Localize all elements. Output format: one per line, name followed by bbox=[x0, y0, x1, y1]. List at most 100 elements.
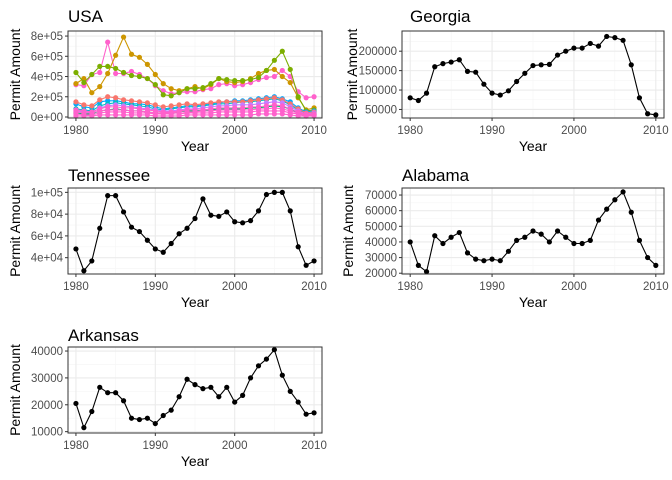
data-point bbox=[176, 102, 182, 108]
data-point bbox=[128, 51, 135, 57]
data-point bbox=[136, 99, 143, 105]
data-point bbox=[247, 112, 254, 118]
y-axis-label: Permit Amount bbox=[7, 344, 23, 436]
data-point bbox=[136, 228, 143, 235]
data-point bbox=[73, 69, 79, 76]
data-point bbox=[456, 229, 462, 236]
data-point bbox=[97, 225, 103, 231]
chart-title: Alabama bbox=[402, 166, 470, 185]
data-point bbox=[81, 425, 87, 431]
x-tick-label: 2010 bbox=[301, 440, 327, 452]
data-point bbox=[287, 112, 293, 118]
data-point bbox=[628, 62, 634, 68]
data-point bbox=[208, 81, 214, 87]
x-tick-label: 1980 bbox=[397, 281, 423, 293]
chart-title: Arkansas bbox=[68, 326, 139, 345]
data-point bbox=[176, 90, 182, 96]
data-point bbox=[240, 392, 246, 398]
data-point bbox=[73, 99, 79, 105]
y-axis-label: Permit Amount bbox=[340, 185, 356, 277]
data-point bbox=[152, 82, 158, 88]
data-point bbox=[200, 101, 206, 107]
data-point bbox=[216, 394, 222, 400]
data-point bbox=[208, 384, 214, 390]
x-tick-label: 2010 bbox=[301, 281, 327, 293]
data-point bbox=[224, 76, 230, 83]
data-point bbox=[176, 394, 182, 400]
x-tick-label: 1980 bbox=[63, 281, 89, 293]
y-tick-label: 2e+05 bbox=[31, 92, 63, 104]
data-point bbox=[279, 67, 285, 74]
data-point bbox=[538, 62, 544, 68]
data-point bbox=[113, 390, 119, 396]
data-point bbox=[144, 75, 150, 82]
panel-border bbox=[67, 346, 323, 434]
data-point bbox=[538, 231, 544, 237]
data-point bbox=[216, 75, 222, 82]
data-point bbox=[81, 268, 87, 274]
data-point bbox=[73, 400, 79, 407]
data-point bbox=[232, 399, 238, 405]
data-point bbox=[224, 384, 230, 390]
data-point bbox=[247, 76, 254, 83]
data-point bbox=[620, 37, 626, 43]
data-point bbox=[192, 102, 198, 108]
data-point bbox=[271, 347, 277, 353]
data-point bbox=[240, 77, 246, 84]
y-axis-label: Permit Amount bbox=[344, 28, 360, 120]
data-point bbox=[612, 35, 618, 41]
data-point bbox=[263, 356, 270, 362]
data-point bbox=[311, 410, 317, 416]
data-point bbox=[279, 189, 285, 195]
data-point bbox=[105, 390, 111, 396]
data-point bbox=[489, 90, 495, 96]
data-point bbox=[271, 66, 277, 73]
data-point bbox=[216, 99, 222, 105]
data-point bbox=[89, 113, 95, 119]
data-point bbox=[168, 103, 174, 109]
data-point bbox=[136, 54, 143, 60]
data-point bbox=[176, 113, 182, 119]
data-point bbox=[105, 193, 111, 199]
data-point bbox=[184, 112, 190, 118]
data-point bbox=[128, 72, 135, 79]
data-point bbox=[311, 94, 317, 100]
x-tick-label: 2010 bbox=[301, 125, 327, 137]
data-point bbox=[295, 94, 301, 100]
data-point bbox=[160, 412, 166, 419]
data-point bbox=[200, 112, 206, 118]
data-point bbox=[645, 254, 651, 261]
chart-panel-alabama: 20000 30000 40000 50000 60000 70000 1980 1990 20… bbox=[340, 166, 669, 310]
data-point bbox=[152, 420, 158, 427]
x-tick-label: 2010 bbox=[643, 125, 669, 137]
data-point bbox=[73, 246, 79, 252]
data-point bbox=[303, 411, 309, 417]
data-point bbox=[224, 99, 230, 105]
y-tick-label: 6e+05 bbox=[31, 51, 63, 63]
data-point bbox=[263, 191, 270, 198]
data-point bbox=[160, 113, 166, 119]
data-point bbox=[464, 250, 471, 256]
data-point bbox=[160, 249, 166, 255]
data-point bbox=[113, 95, 119, 101]
chart-panel-arkansas: 10000 20000 30000 40000 1980 1990 2000 2010 Arka… bbox=[7, 326, 327, 469]
data-point bbox=[216, 82, 222, 88]
y-tick-label: 150000 bbox=[359, 66, 397, 78]
data-point bbox=[97, 384, 103, 390]
y-tick-label: 6e+04 bbox=[31, 231, 64, 243]
data-point bbox=[168, 407, 174, 413]
data-point bbox=[279, 48, 285, 54]
data-point bbox=[505, 248, 512, 254]
data-point bbox=[168, 93, 174, 99]
y-tick-label: 20000 bbox=[365, 268, 397, 280]
data-point bbox=[105, 94, 111, 100]
data-point bbox=[152, 113, 158, 119]
data-point bbox=[120, 209, 127, 215]
x-tick-label: 2000 bbox=[222, 440, 248, 452]
data-point bbox=[287, 388, 293, 394]
data-point bbox=[530, 228, 536, 234]
x-tick-label: 2000 bbox=[222, 125, 248, 137]
data-point bbox=[144, 61, 150, 67]
x-tick-label: 1990 bbox=[143, 440, 169, 452]
data-point bbox=[120, 34, 127, 40]
